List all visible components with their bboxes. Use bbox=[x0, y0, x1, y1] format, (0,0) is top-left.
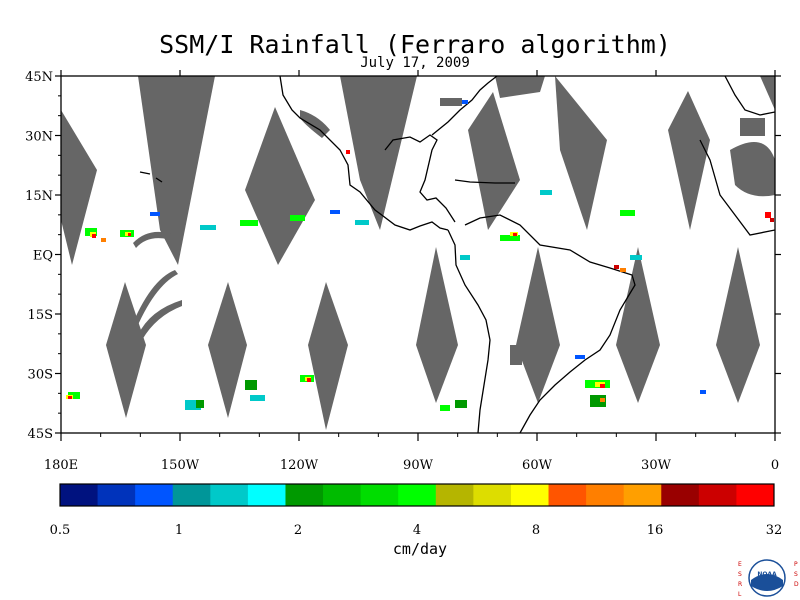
swath-gap bbox=[340, 76, 417, 230]
colorbar-tick-label: 4 bbox=[413, 523, 421, 538]
coastline-gulf bbox=[384, 134, 456, 223]
swath-gap bbox=[760, 76, 775, 110]
colorbar-swatch bbox=[60, 484, 99, 506]
lon-tick-label: 150W bbox=[161, 458, 200, 473]
swath-gap bbox=[138, 76, 215, 265]
colorbar-swatch bbox=[736, 484, 775, 506]
swath-sliver bbox=[495, 76, 545, 98]
lat-tick-label: EQ bbox=[33, 249, 53, 264]
lon-tick-label: 60W bbox=[522, 458, 553, 473]
coastline-south-america-east bbox=[464, 214, 636, 433]
colorbar-swatch bbox=[247, 484, 286, 506]
colorbar-swatch bbox=[586, 484, 625, 506]
swath-sliver bbox=[730, 142, 775, 197]
lat-tick-label: 45N bbox=[25, 70, 53, 85]
colorbar-swatch bbox=[97, 484, 136, 506]
map-date: July 17, 2009 bbox=[360, 55, 470, 71]
lon-tick-label: 90W bbox=[403, 458, 434, 473]
coastline-europe bbox=[724, 76, 775, 116]
colorbar-tick-label: 8 bbox=[532, 523, 540, 538]
colorbar-tick-label: 16 bbox=[647, 523, 664, 538]
swath-gap bbox=[61, 110, 97, 265]
swath-gap bbox=[416, 247, 458, 403]
coastlines bbox=[139, 76, 775, 433]
swath-sliver bbox=[130, 270, 178, 334]
colorbar-tick-label: 2 bbox=[294, 523, 302, 538]
colorbar-swatch bbox=[510, 484, 550, 506]
colorbar-swatch bbox=[623, 484, 662, 506]
lon-tick-label: 0 bbox=[771, 458, 779, 473]
lon-tick-label: 120W bbox=[280, 458, 319, 473]
lat-tick-label: 45S bbox=[28, 427, 53, 442]
lat-tick-label: 15S bbox=[28, 308, 53, 323]
colorbar-swatch bbox=[435, 484, 474, 506]
lon-tick-label: 30W bbox=[641, 458, 672, 473]
colorbar-swatch bbox=[285, 484, 324, 506]
rain-patches bbox=[66, 98, 774, 411]
noaa-wave-icon bbox=[751, 574, 783, 591]
colorbar-swatch bbox=[398, 484, 437, 506]
swath-gap bbox=[308, 282, 348, 430]
colorbar-tick-label: 32 bbox=[766, 523, 783, 538]
colorbar-swatch bbox=[135, 484, 174, 506]
colorbar-tick-label: 0.5 bbox=[50, 523, 71, 538]
coastline-hawaii bbox=[139, 171, 163, 183]
colorbar-swatch bbox=[698, 484, 737, 506]
colorbar-frame bbox=[59, 483, 775, 507]
swath-gap bbox=[106, 282, 146, 418]
lon-tick-label: 180E bbox=[44, 458, 78, 473]
colorbar bbox=[59, 483, 775, 507]
coastline-africa bbox=[699, 139, 775, 236]
longitude-axis: 180E 150W 120W 90W 60W 30W 0 bbox=[44, 70, 779, 473]
coastline-south-america bbox=[447, 229, 491, 433]
colorbar-unit: cm/day bbox=[392, 540, 448, 558]
swath-gap bbox=[616, 247, 660, 403]
lat-tick-label: 30N bbox=[25, 130, 53, 145]
swath-gaps bbox=[61, 76, 775, 430]
swath-gap bbox=[208, 282, 247, 418]
colorbar-swatch bbox=[548, 484, 587, 506]
swath-gap bbox=[716, 247, 760, 403]
coastline-caribbean bbox=[454, 179, 515, 184]
noaa-badge-text: NOAA bbox=[757, 571, 777, 578]
colorbar-tick-label: 1 bbox=[175, 523, 183, 538]
swath-sliver bbox=[300, 110, 330, 138]
colorbar-swatch bbox=[210, 484, 249, 506]
swath-gap bbox=[245, 107, 315, 265]
colorbar-swatch bbox=[473, 484, 512, 506]
map-title: SSM/I Rainfall (Ferraro algorithm) bbox=[159, 30, 671, 59]
colorbar-swatch bbox=[360, 484, 399, 506]
colorbar-swatch bbox=[172, 484, 211, 506]
swath-gap bbox=[516, 247, 560, 403]
swath-sliver bbox=[138, 300, 182, 340]
colorbar-labels: 0.5 1 2 4 8 16 32 bbox=[50, 523, 783, 538]
swath-gap bbox=[668, 91, 710, 230]
colorbar-swatch bbox=[323, 484, 362, 506]
lat-tick-label: 15N bbox=[25, 189, 53, 204]
swath-gap bbox=[468, 92, 520, 230]
swath-gap bbox=[555, 76, 607, 230]
coastline-east-us bbox=[431, 76, 498, 136]
latitude-axis: 45N 30N 15N EQ 15S 30S 45S bbox=[25, 70, 781, 442]
lat-tick-label: 30S bbox=[28, 368, 53, 383]
swath-sliver bbox=[133, 231, 178, 248]
coastline-north-america bbox=[279, 76, 449, 231]
colorbar-swatch bbox=[661, 484, 700, 506]
